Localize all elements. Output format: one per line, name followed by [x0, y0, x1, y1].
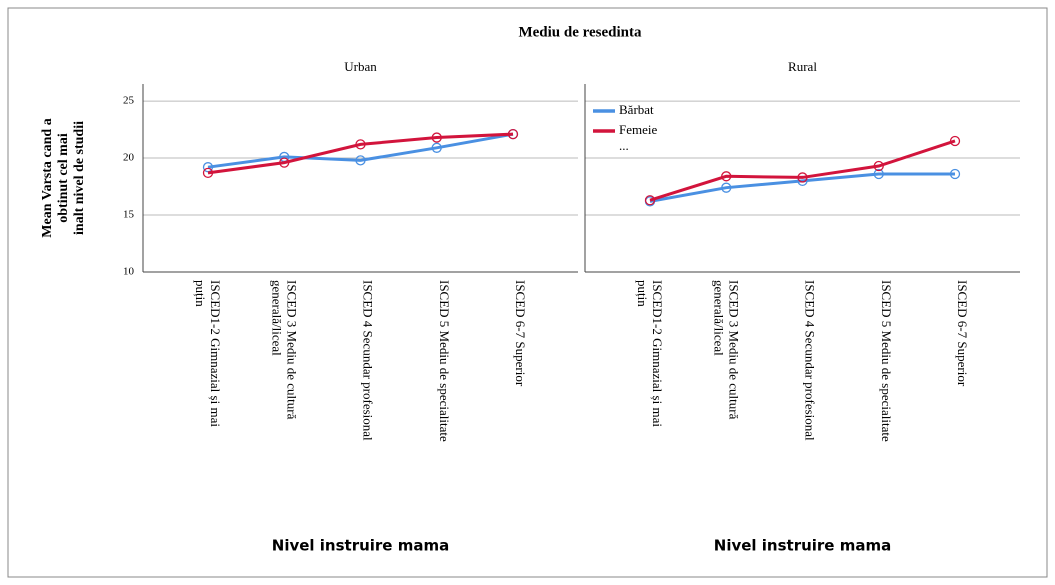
x-tick-label: ISCED 5 Mediu de specialitate [437, 280, 452, 442]
legend-label: Bărbat [619, 102, 654, 117]
point [355, 139, 366, 150]
y-tick-label: 20 [123, 152, 135, 164]
x-tick-label: ISCED1-2 Gimnazial și mai [650, 280, 665, 427]
y-axis-label: Mean Varsta cand a [40, 118, 55, 237]
x-tick-label: ISCED 4 Secundar profesional [361, 280, 376, 441]
x-tick-label: ISCED 5 Mediu de specialitate [879, 280, 894, 442]
x-tick-label: ISCED 6-7 Superior [513, 280, 528, 387]
panel-title: Rural [788, 59, 817, 74]
x-tick-label: ISCED 4 Secundar profesional [803, 280, 818, 441]
frame [7, 7, 1048, 578]
panel-title: Urban [344, 59, 377, 74]
point [721, 171, 732, 182]
x-tick-label: generală/liceal [269, 280, 284, 356]
x-tick-label: generală/liceal [711, 280, 726, 356]
point [355, 155, 366, 166]
point [507, 128, 519, 140]
line [649, 172, 955, 203]
point [873, 160, 884, 172]
y-axis-label: inalt nivel de studii [72, 121, 87, 235]
point [949, 135, 961, 147]
x-tick-label: ISCED1-2 Gimnazial și mai [208, 280, 223, 427]
legend-label: Femeie [619, 122, 657, 137]
line [207, 132, 514, 169]
point [721, 182, 732, 193]
point [949, 168, 961, 180]
point [873, 168, 884, 180]
x-tick-label: ISCED 6-7 Superior [955, 280, 970, 387]
x-tick-label: puțin [193, 280, 208, 307]
y-tick-label: 25 [123, 95, 135, 107]
line [649, 139, 956, 202]
y-tick-label: 15 [123, 209, 135, 221]
y-tick-label: 10 [123, 266, 135, 278]
point [279, 157, 290, 168]
y-axis-label: obtinut cel mai [56, 133, 71, 223]
line [207, 132, 514, 175]
point [431, 142, 442, 153]
chart-title: Mediu de resedinta [518, 24, 642, 40]
x-tick-label: puțin [635, 280, 650, 307]
x-axis-label: Nivel instruire mama [272, 537, 449, 555]
x-axis-label: Nivel instruire mama [714, 537, 891, 555]
x-tick-label: ISCED 3 Mediu de cultură [284, 280, 299, 420]
x-tick-label: ISCED 3 Mediu de cultură [726, 280, 741, 420]
point [644, 195, 656, 206]
point [797, 172, 808, 183]
point [202, 167, 214, 179]
legend-more: ... [619, 138, 629, 153]
point [431, 132, 442, 143]
